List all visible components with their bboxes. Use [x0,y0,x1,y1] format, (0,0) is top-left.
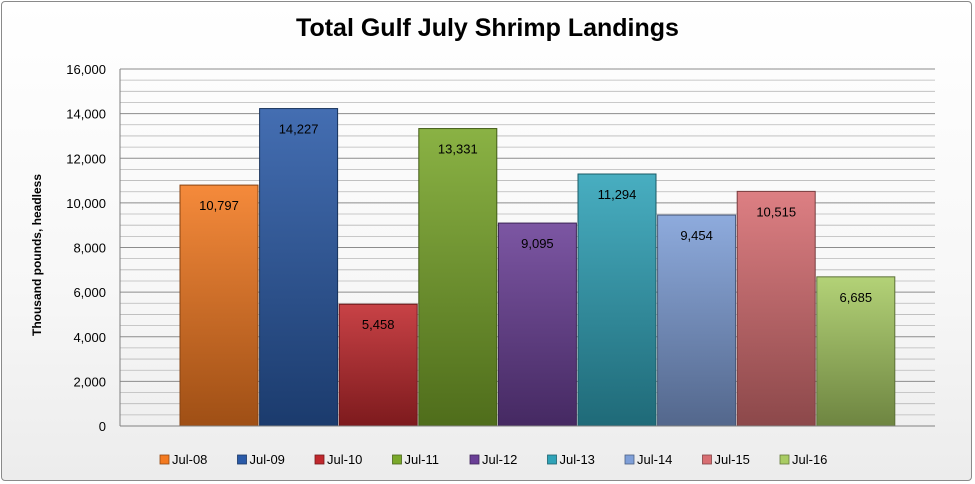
y-tick-label: 10,000 [66,196,106,211]
bars [179,108,896,427]
legend-swatch [237,454,247,465]
legend-label: Jul-08 [172,452,207,467]
y-tick-label: 4,000 [73,330,106,345]
legend-label: Jul-13 [560,452,595,467]
legend-label: Jul-11 [405,452,439,467]
y-tick-label: 12,000 [66,151,106,166]
data-label: 11,294 [598,187,637,202]
legend-swatch [547,454,557,465]
legend-label: Jul-09 [250,452,285,467]
legend: Jul-08 Jul-09 Jul-10 Jul-11 Jul-12 Jul-13 Jul-… [159,452,827,467]
legend-label: Jul-16 [792,452,827,467]
bar-jul-14 [657,214,737,427]
y-tick-label: 6,000 [73,285,106,300]
y-tick-label: 0 [99,419,106,434]
data-label: 5,458 [362,317,395,332]
bar-jul-15 [736,190,816,427]
data-labels: 10,797 14,227 5,458 13,331 9,095 11,294 9,454 1… [199,122,872,333]
data-label: 10,515 [756,204,796,219]
y-tick-label: 14,000 [66,107,106,122]
legend-swatch [469,454,480,465]
legend-swatch [702,454,712,465]
legend-label: Jul-14 [637,452,672,467]
bar-jul-09 [259,108,339,427]
y-tick-labels: 0 2,000 4,000 6,000 8,000 10,000 12,000 14,000 1… [66,62,106,434]
legend-swatch [624,454,635,465]
data-label: 9,454 [680,228,713,243]
data-label: 9,095 [521,236,554,251]
legend-label: Jul-12 [482,452,517,467]
data-label: 14,227 [279,122,319,137]
bar-jul-13 [577,173,657,427]
legend-swatch [159,454,170,465]
bar-jul-16 [816,276,896,427]
legend-swatch [779,454,790,465]
legend-swatch [392,454,402,465]
data-label: 13,331 [438,142,478,157]
y-tick-label: 16,000 [66,62,106,77]
data-label: 6,685 [840,290,873,305]
bar-jul-08 [179,184,259,427]
chart-title: Total Gulf July Shrimp Landings [296,14,679,42]
legend-label: Jul-10 [327,452,362,467]
bar-jul-12 [497,222,577,427]
legend-swatch [314,454,325,465]
axes [119,69,935,427]
data-label: 10,797 [199,198,239,213]
bar-jul-10 [338,303,418,427]
bar-jul-11 [418,128,498,427]
y-tick-label: 2,000 [73,374,106,389]
legend-label: Jul-15 [715,452,750,467]
y-tick-label: 8,000 [73,241,106,256]
